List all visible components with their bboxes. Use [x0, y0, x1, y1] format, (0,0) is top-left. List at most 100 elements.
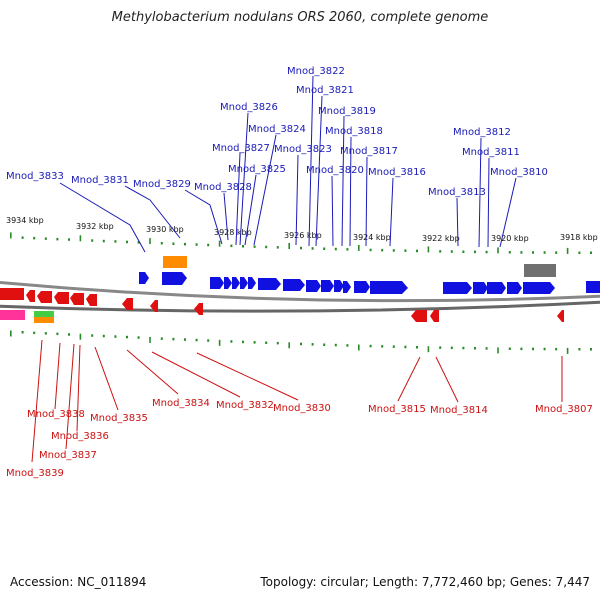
forward-gene[interactable]: [354, 281, 370, 293]
gray-feature[interactable]: [524, 264, 556, 277]
gene-label[interactable]: Mnod_3835: [90, 413, 148, 424]
forward-gene[interactable]: [232, 277, 240, 289]
genome-summary: Topology: circular; Length: 7,772,460 bp…: [260, 575, 590, 589]
forward-gene[interactable]: [487, 282, 506, 294]
gene-label[interactable]: Mnod_3814: [430, 405, 488, 416]
gene-label[interactable]: Mnod_3837: [39, 450, 97, 461]
reverse-gene[interactable]: [557, 310, 564, 322]
scale-tick-minor: [416, 346, 418, 349]
reverse-gene[interactable]: [122, 298, 133, 310]
scale-tick-minor: [253, 341, 256, 344]
scale-tick-minor: [392, 345, 395, 348]
gene-label[interactable]: Mnod_3815: [368, 404, 426, 415]
scale-tick-minor: [543, 347, 546, 351]
gene-label[interactable]: Mnod_3820: [306, 165, 364, 176]
reverse-gene[interactable]: [37, 291, 52, 303]
gene-label[interactable]: Mnod_3818: [325, 126, 383, 137]
forward-gene[interactable]: [321, 280, 334, 292]
gene-label[interactable]: Mnod_3813: [428, 187, 486, 198]
scale-tick-minor: [102, 334, 105, 338]
scale-tick-major: [358, 244, 360, 251]
gene-label[interactable]: Mnod_3819: [318, 106, 376, 117]
map-title: Methylobacterium nodulans ORS 2060, comp…: [111, 10, 489, 25]
gene-label[interactable]: Mnod_3812: [453, 127, 511, 138]
scale-tick-minor: [276, 341, 279, 345]
scale-tick-minor: [404, 345, 407, 349]
scale-tick-minor: [578, 348, 581, 351]
gene-label[interactable]: Mnod_3823: [274, 144, 332, 155]
scale-tick-minor: [532, 251, 534, 254]
scale-label: 3918 kbp: [560, 233, 598, 242]
forward-gene[interactable]: [334, 280, 344, 292]
gene-label[interactable]: Mnod_3834: [152, 398, 210, 409]
gene-label[interactable]: Mnod_3821: [296, 85, 354, 96]
gene-label[interactable]: Mnod_3807: [535, 404, 593, 415]
reverse-gene[interactable]: [54, 292, 69, 304]
forward-gene[interactable]: [523, 282, 555, 294]
gene-label[interactable]: Mnod_3836: [51, 431, 109, 442]
gene-label[interactable]: Mnod_3816: [368, 167, 426, 178]
reverse-gene[interactable]: [430, 310, 439, 322]
gene-label[interactable]: Mnod_3826: [220, 102, 278, 113]
scale-tick-minor: [485, 347, 488, 350]
forward-gene[interactable]: [240, 277, 248, 289]
gene-label[interactable]: Mnod_3822: [287, 66, 345, 77]
scale-label: 3928 kbp: [214, 228, 252, 237]
forward-gene[interactable]: [370, 281, 408, 294]
scale-tick-minor: [242, 340, 244, 344]
forward-gene[interactable]: [586, 281, 600, 293]
gene-label[interactable]: Mnod_3838: [27, 409, 85, 420]
scale-tick-minor: [300, 246, 302, 250]
forward-gene[interactable]: [507, 282, 522, 294]
scale-tick-minor: [590, 251, 592, 254]
scale-tick-minor: [21, 331, 24, 334]
gene-label[interactable]: Mnod_3824: [248, 124, 306, 135]
reverse-gene[interactable]: [194, 303, 203, 315]
gene-label[interactable]: Mnod_3839: [6, 468, 64, 479]
forward-gene[interactable]: [224, 277, 232, 289]
gene-label[interactable]: Mnod_3833: [6, 171, 64, 182]
accession-text: Accession: NC_011894: [10, 575, 147, 589]
forward-gene[interactable]: [473, 282, 488, 294]
green-feature[interactable]: [34, 311, 54, 317]
forward-gene[interactable]: [343, 281, 351, 293]
scale-tick-minor: [543, 251, 546, 254]
forward-gene[interactable]: [248, 277, 256, 289]
gene-label[interactable]: Mnod_3831: [71, 175, 129, 186]
forward-gene[interactable]: [162, 272, 187, 285]
gene-label[interactable]: Mnod_3828: [194, 182, 252, 193]
scale-tick-minor: [68, 238, 70, 241]
reverse-gene[interactable]: [86, 294, 97, 306]
gene-label[interactable]: Mnod_3829: [133, 179, 191, 190]
forward-gene[interactable]: [210, 277, 224, 289]
reverse-gene[interactable]: [150, 300, 158, 312]
scale-tick-minor: [68, 333, 70, 336]
scale-tick-minor: [590, 348, 592, 351]
forward-gene[interactable]: [258, 278, 281, 290]
gene-label[interactable]: Mnod_3827: [212, 143, 270, 154]
scale-label: 3922 kbp: [422, 234, 460, 243]
magenta-feature[interactable]: [0, 310, 25, 320]
reverse-gene[interactable]: [0, 288, 24, 300]
gene-label[interactable]: Mnod_3817: [340, 146, 398, 157]
reverse-gene[interactable]: [26, 290, 35, 302]
orange-feature[interactable]: [163, 256, 187, 268]
gene-label[interactable]: Mnod_3830: [273, 403, 331, 414]
scale-tick-minor: [230, 244, 233, 248]
forward-gene[interactable]: [306, 280, 321, 292]
scale-tick-minor: [276, 246, 279, 249]
gene-label[interactable]: Mnod_3811: [462, 147, 520, 158]
gene-label[interactable]: Mnod_3825: [228, 164, 286, 175]
orange-feature-small[interactable]: [34, 317, 54, 323]
gene-label[interactable]: Mnod_3810: [490, 167, 548, 178]
forward-gene[interactable]: [443, 282, 472, 294]
scale-label: 3934 kbp: [6, 216, 44, 225]
scale-tick-minor: [300, 342, 302, 346]
forward-gene[interactable]: [139, 272, 149, 284]
scale-tick-major: [79, 235, 82, 242]
reverse-gene[interactable]: [411, 310, 427, 322]
backbone-outer: [0, 280, 600, 303]
forward-gene[interactable]: [283, 279, 305, 291]
gene-label[interactable]: Mnod_3832: [216, 400, 274, 411]
reverse-gene[interactable]: [70, 293, 84, 305]
